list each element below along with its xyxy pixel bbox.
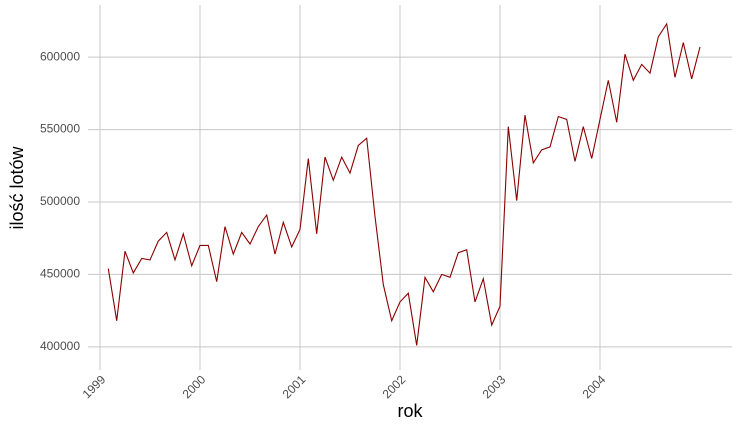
x-tick-label: 2003 — [480, 372, 509, 401]
y-axis-title: ilość lotów — [7, 145, 27, 229]
y-tick-label: 450000 — [40, 267, 80, 281]
x-tick-label: 2000 — [180, 372, 209, 401]
y-tick-label: 400000 — [40, 339, 80, 353]
y-tick-label: 600000 — [40, 49, 80, 63]
y-tick-label: 500000 — [40, 194, 80, 208]
x-axis-title: rok — [397, 401, 423, 421]
x-tick-label: 2001 — [280, 372, 309, 401]
x-tick-label: 1999 — [80, 372, 109, 401]
data-line — [107, 22, 701, 346]
x-tick-label: 2004 — [580, 372, 609, 401]
y-tick-label: 550000 — [40, 122, 80, 136]
x-tick-label: 2002 — [380, 372, 409, 401]
